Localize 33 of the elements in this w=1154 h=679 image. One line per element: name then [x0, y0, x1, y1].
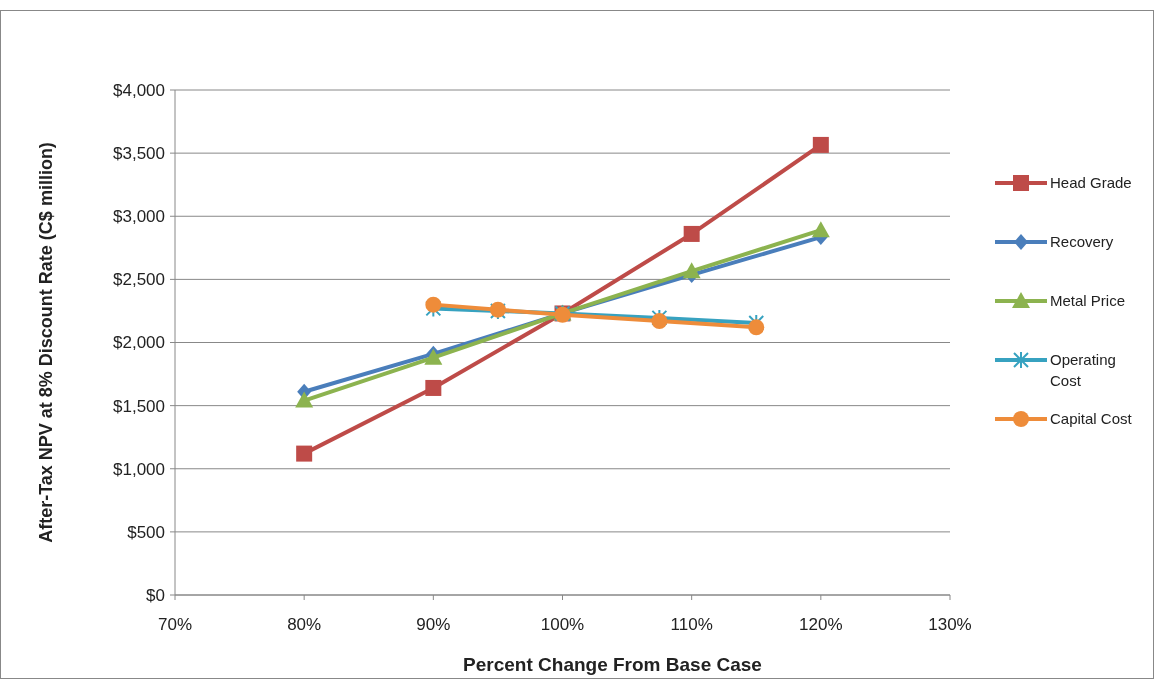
y-tick-label: $0 — [146, 585, 165, 605]
point — [748, 319, 765, 336]
point — [296, 445, 313, 462]
point — [295, 391, 314, 408]
x-tick-label: 80% — [287, 615, 322, 634]
y-axis-title: After-Tax NPV at 8% Discount Rate (C$ million) — [36, 142, 56, 543]
x-tick-label: 120% — [799, 615, 843, 634]
point — [651, 313, 668, 330]
x-tick-label: 100% — [540, 615, 585, 634]
y-tick-label: $1,500 — [113, 396, 165, 416]
point — [683, 225, 700, 242]
point — [425, 296, 442, 313]
y-tick-label: $3,500 — [113, 144, 165, 164]
point — [425, 379, 442, 396]
y-tick-label: $4,000 — [113, 80, 165, 100]
point — [812, 136, 829, 153]
point — [811, 221, 830, 238]
y-tick-label: $3,000 — [113, 207, 165, 227]
point — [682, 262, 701, 279]
x-tick-label: 90% — [416, 615, 451, 634]
legend-label: Metal Price — [1050, 292, 1126, 310]
y-tick-label: $1,000 — [113, 459, 165, 479]
y-tick-label: $2,000 — [113, 333, 165, 353]
y-tick-label: $500 — [127, 522, 165, 542]
x-tick-label: 70% — [157, 615, 193, 634]
legend-label: Capital Cost — [1050, 410, 1133, 428]
legend-label: Operating Cost — [1050, 351, 1116, 390]
legend-label: Head Grade — [1050, 174, 1132, 192]
x-axis-title: Percent Change From Base Case — [463, 654, 762, 675]
legend-label: Recovery — [1050, 233, 1114, 251]
y-tick-label: $2,500 — [113, 270, 165, 290]
x-tick-label: 110% — [670, 615, 713, 634]
x-tick-label: 130% — [928, 615, 972, 634]
